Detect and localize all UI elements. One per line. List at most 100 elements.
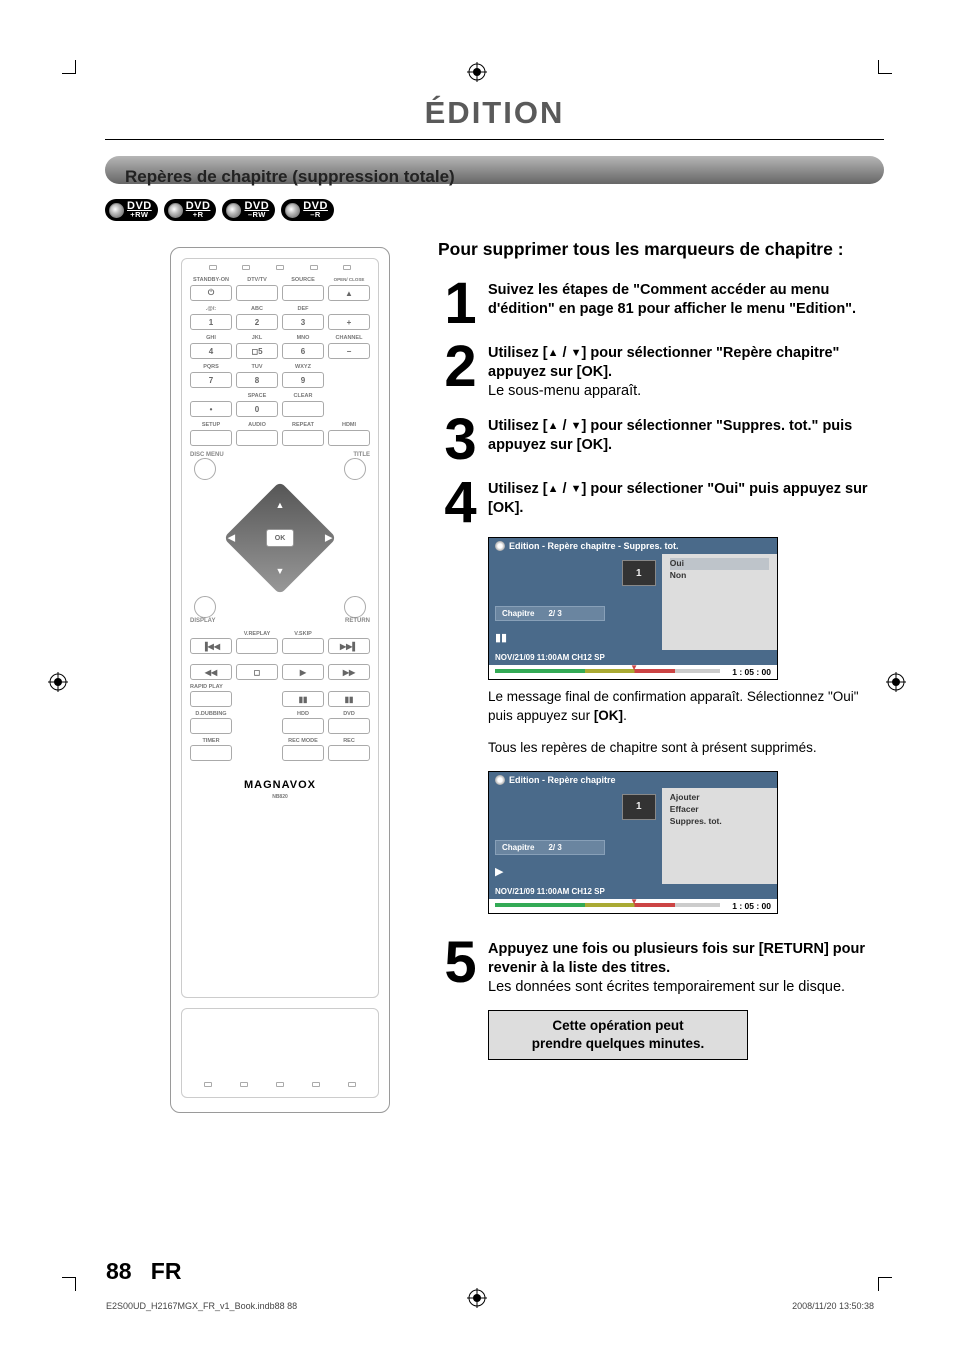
prev-button[interactable]: ▐◀◀ [190, 638, 232, 654]
section-title: ÉDITION [105, 95, 884, 131]
osd2-thumbnail: 1 [622, 794, 656, 820]
osd1-thumbnail: 1 [622, 560, 656, 586]
right-arrow-button[interactable]: ▶ [325, 533, 332, 544]
osd2-option-effacer[interactable]: Effacer [670, 804, 769, 816]
badge-dvd-plus-r: DVD+R [164, 199, 217, 221]
osd1-option-oui[interactable]: Oui [670, 558, 769, 570]
up-arrow-button[interactable]: ▲ [276, 500, 285, 510]
rec-button[interactable] [328, 745, 370, 761]
repeat-button[interactable] [282, 430, 324, 446]
footer: E2S00UD_H2167MGX_FR_v1_Book.indb88 88 20… [106, 1301, 874, 1311]
num-9-button[interactable]: 9 [282, 372, 324, 388]
num-0-button[interactable]: 0 [236, 401, 278, 417]
vreplay-button[interactable] [236, 638, 278, 654]
next-button[interactable]: ▶▶▌ [328, 638, 370, 654]
pause-button[interactable]: ▮▮ [282, 691, 324, 707]
num-3-button[interactable]: 3 [282, 314, 324, 330]
badge-dvd-plus-rw: DVD+RW [105, 199, 158, 221]
format-badges: DVD+RW DVD+R DVD–RW DVD–R [105, 199, 884, 221]
step-5-text-reg: Les données sont écrites temporairement … [488, 979, 845, 995]
osd2-title: Edition - Repère chapitre [489, 772, 777, 788]
osd2-timebar: ▼1 : 05 : 00 [489, 899, 777, 913]
step-3-text-b: / [559, 418, 571, 434]
rapid-play-button[interactable] [190, 691, 232, 707]
step-2: 2 Utilisez [▲ / ▼] pour sélectionner "Re… [438, 342, 884, 401]
remote-label: RETURN [345, 618, 370, 624]
dvd-button[interactable] [328, 718, 370, 734]
play-icon: ▶ [495, 865, 656, 878]
standby-button[interactable]: ⏻ [190, 285, 232, 301]
badge-dvd-minus-r: DVD–R [281, 199, 334, 221]
down-arrow-button[interactable]: ▼ [276, 566, 285, 576]
remote-label: DISPLAY [190, 618, 215, 624]
timer-button[interactable] [190, 745, 232, 761]
intro-heading: Pour supprimer tous les marqueurs de cha… [438, 239, 884, 261]
ok-button[interactable]: OK [266, 529, 294, 547]
stop-button[interactable]: ◻ [236, 664, 278, 680]
play-button[interactable]: ▶ [282, 664, 324, 680]
down-triangle-icon: ▼ [571, 483, 582, 495]
up-triangle-icon: ▲ [548, 420, 559, 432]
hdd-button[interactable] [282, 718, 324, 734]
osd2-option-ajouter[interactable]: Ajouter [670, 792, 769, 804]
step-1: 1 Suivez les étapes de "Comment accéder … [438, 279, 884, 328]
step-1-number: 1 [438, 279, 480, 328]
channel-up-button[interactable]: + [328, 314, 370, 330]
audio-button[interactable] [236, 430, 278, 446]
remote-nav-pad: OK ▲ ▶ ▼ ◀ [190, 488, 370, 588]
remote-numpad: .@/:1 ABC2 DEF3 + GHI4 JKL◻5 MNO6 CHANNE… [190, 305, 370, 417]
num-8-button[interactable]: 8 [236, 372, 278, 388]
left-arrow-button[interactable]: ◀ [228, 533, 235, 544]
osd1-title: Edition - Repère chapitre - Suppres. tot… [489, 538, 777, 554]
osd2-chap-label: Chapitre [502, 843, 534, 852]
pause-icon: ▮▮ [495, 631, 656, 644]
dot-button[interactable]: • [190, 401, 232, 417]
remote-label: RAPID PLAY [190, 683, 370, 691]
num-2-button[interactable]: 2 [236, 314, 278, 330]
title-rule [105, 139, 884, 140]
step-3-text-a: Utilisez [ [488, 418, 548, 434]
footer-left: E2S00UD_H2167MGX_FR_v1_Book.indb88 88 [106, 1301, 297, 1311]
return-button[interactable] [344, 596, 366, 618]
step-5: 5 Appuyez une fois ou plusieurs fois sur… [438, 938, 884, 997]
setup-button[interactable] [190, 430, 232, 446]
osd1-option-non[interactable]: Non [670, 570, 769, 582]
subsection-title: Repères de chapitre (suppression totale) [105, 164, 884, 187]
osd2-chap-value: 2/ 3 [548, 843, 561, 852]
osd1-timebar: ▼1 : 05 : 00 [489, 665, 777, 679]
dubbing-button[interactable] [190, 718, 232, 734]
remote-extension [181, 1008, 379, 1098]
osd2-option-suppres-tot[interactable]: Suppres. tot. [670, 816, 769, 828]
osd-dialog-1: Edition - Repère chapitre - Suppres. tot… [488, 537, 778, 680]
source-button[interactable] [282, 285, 324, 301]
remote-label: STANDBY-ON [190, 276, 232, 284]
num-7-button[interactable]: 7 [190, 372, 232, 388]
disc-menu-button[interactable] [194, 458, 216, 480]
step-2-number: 2 [438, 342, 480, 391]
step-3-number: 3 [438, 415, 480, 464]
num-4-button[interactable]: 4 [190, 343, 232, 359]
rec-mode-button[interactable] [282, 745, 324, 761]
osd1-chap-label: Chapitre [502, 609, 534, 618]
page-number: 88 FR [106, 1258, 181, 1285]
num-6-button[interactable]: 6 [282, 343, 324, 359]
remote-model: NB820 [190, 794, 370, 800]
rewind-button[interactable]: ◀◀ [190, 664, 232, 680]
clear-button[interactable] [282, 401, 324, 417]
channel-down-button[interactable]: − [328, 343, 370, 359]
notice-box: Cette opération peut prendre quelques mi… [488, 1010, 748, 1059]
ffwd-button[interactable]: ▶▶ [328, 664, 370, 680]
dtv-tv-button[interactable] [236, 285, 278, 301]
up-triangle-icon: ▲ [548, 347, 559, 359]
display-button[interactable] [194, 596, 216, 618]
step-4-text-a: Utilisez [ [488, 481, 548, 497]
vskip-button[interactable] [282, 638, 324, 654]
open-close-button[interactable]: ▲ [328, 285, 370, 301]
num-1-button[interactable]: 1 [190, 314, 232, 330]
remote-label: OPEN/ CLOSE [328, 276, 370, 284]
hdmi-button[interactable] [328, 430, 370, 446]
title-button[interactable] [344, 458, 366, 480]
osd-dialog-2: Edition - Repère chapitre 1 Chapitre 2/ 3… [488, 771, 778, 914]
num-5-button[interactable]: ◻5 [236, 343, 278, 359]
pause2-button[interactable]: ▮▮ [328, 691, 370, 707]
